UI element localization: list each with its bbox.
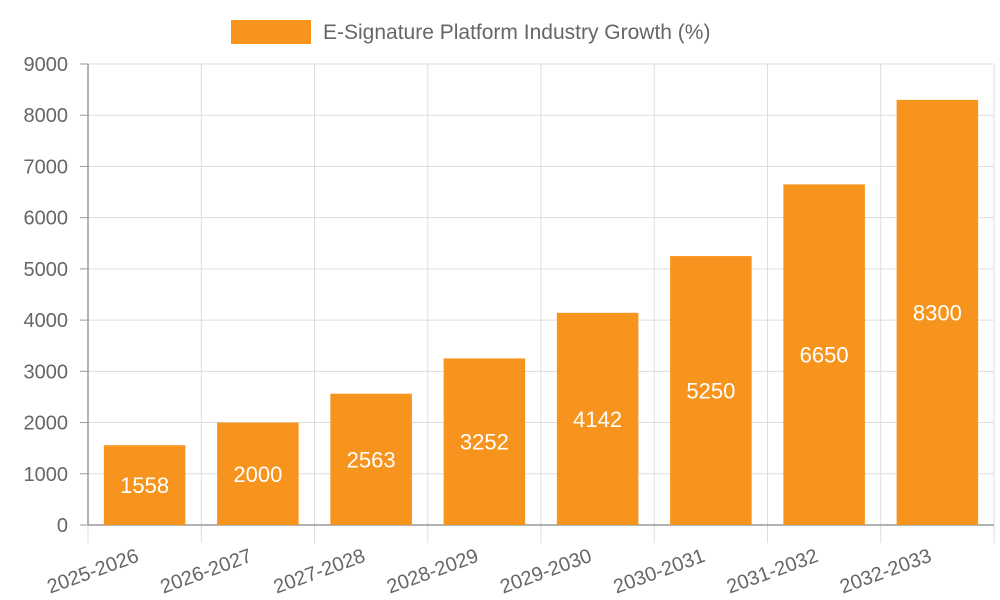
y-tick-label: 4000 bbox=[24, 310, 69, 332]
bar-2031-2032[interactable] bbox=[783, 184, 865, 525]
grid-lines bbox=[87, 63, 995, 543]
bar-2027-2028[interactable] bbox=[330, 393, 412, 525]
bar-value-label: 6650 bbox=[800, 343, 849, 368]
x-tick-label: 2028-2029 bbox=[384, 545, 481, 598]
y-tick-label: 7000 bbox=[24, 156, 69, 178]
bar-2029-2030[interactable] bbox=[556, 312, 639, 525]
bar-2030-2031[interactable] bbox=[670, 256, 752, 525]
bar-value-label: 3252 bbox=[460, 430, 509, 455]
bar-value-label: 2563 bbox=[347, 447, 396, 472]
legend[interactable]: E-Signature Platform Industry Growth (%) bbox=[231, 20, 710, 44]
bar-value-label: 1558 bbox=[120, 473, 169, 498]
legend-label[interactable]: E-Signature Platform Industry Growth (%) bbox=[323, 21, 710, 44]
x-tick-label: 2027-2028 bbox=[271, 545, 368, 598]
y-tick-label: 6000 bbox=[24, 208, 69, 230]
bar-value-label: 2000 bbox=[233, 462, 282, 487]
x-tick-label: 2025-2026 bbox=[44, 545, 141, 598]
x-axis-ticks: 2025-2026 2026-2027 2027-2028 2028-2029 2029… bbox=[44, 545, 934, 598]
y-tick-label: 8000 bbox=[24, 105, 69, 127]
x-tick-label: 2030-2031 bbox=[611, 545, 708, 598]
y-tick-label: 5000 bbox=[24, 259, 69, 281]
y-tick-label: 3000 bbox=[24, 361, 69, 383]
data-labels: 1558 2000 2563 3252 4142 5250 6650 8300 bbox=[120, 300, 962, 498]
legend-swatch[interactable] bbox=[231, 20, 311, 44]
bars bbox=[103, 99, 979, 525]
y-tick-label: 1000 bbox=[24, 464, 69, 486]
x-tick-label: 2031-2032 bbox=[724, 545, 821, 598]
bar-value-label: 8300 bbox=[913, 300, 962, 325]
bar-2026-2027[interactable] bbox=[217, 422, 299, 525]
x-tick-label: 2029-2030 bbox=[497, 545, 594, 598]
bar-2032-2033[interactable] bbox=[896, 99, 979, 525]
y-tick-label: 0 bbox=[57, 515, 68, 537]
y-axis-ticks: 0 1000 2000 3000 4000 5000 6000 7000 8000 9000 bbox=[24, 54, 69, 537]
bar-value-label: 5250 bbox=[686, 379, 735, 404]
y-tick-label: 9000 bbox=[24, 54, 69, 76]
x-tick-label: 2032-2033 bbox=[837, 545, 934, 598]
bar-2025-2026[interactable] bbox=[103, 445, 186, 525]
y-tick-label: 2000 bbox=[24, 413, 69, 435]
bar-value-label: 4142 bbox=[573, 407, 622, 432]
x-tick-label: 2026-2027 bbox=[158, 545, 255, 598]
bar-2028-2029[interactable] bbox=[443, 358, 526, 525]
